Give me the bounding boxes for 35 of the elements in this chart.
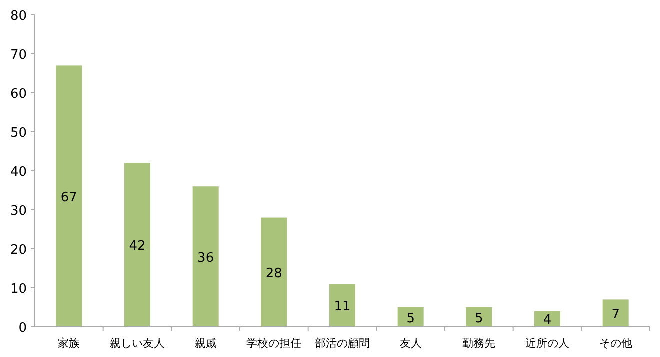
y-tick-label: 50 — [10, 126, 27, 141]
y-tick-label: 80 — [10, 9, 27, 24]
x-tick-label: 近所の人 — [526, 337, 570, 350]
y-tick-label: 10 — [10, 282, 27, 297]
data-label: 42 — [129, 239, 146, 254]
y-tick-label: 40 — [10, 165, 27, 180]
y-tick-label: 20 — [10, 243, 27, 258]
bar — [330, 284, 356, 327]
y-tick-label: 0 — [18, 321, 27, 336]
bar — [124, 163, 150, 327]
x-tick-label: 友人 — [400, 337, 422, 350]
y-tick-label: 60 — [10, 87, 27, 102]
data-label: 7 — [612, 307, 620, 322]
x-tick-label: 親戚 — [194, 337, 217, 350]
x-tick-label: 家族 — [58, 337, 80, 350]
bar — [192, 186, 219, 327]
data-label: 11 — [334, 300, 351, 315]
data-label: 4 — [543, 313, 552, 328]
x-tick-label: 勤務先 — [462, 337, 496, 350]
x-tick-label: 部活の顧問 — [315, 337, 370, 350]
data-label: 36 — [198, 250, 214, 266]
x-tick-label: 親しい友人 — [110, 337, 165, 350]
bar — [261, 218, 288, 327]
y-tick-label: 30 — [10, 204, 27, 219]
data-label: 5 — [475, 311, 484, 326]
data-label: 5 — [406, 311, 415, 326]
x-tick-label: その他 — [599, 337, 632, 350]
bar — [398, 308, 424, 327]
x-tick-label: 学校の担任 — [246, 337, 302, 350]
bar — [56, 66, 82, 327]
data-label: 28 — [266, 266, 282, 282]
bar — [466, 308, 492, 327]
data-label: 67 — [60, 190, 78, 206]
y-tick-label: 70 — [10, 48, 27, 63]
bar — [602, 300, 629, 327]
